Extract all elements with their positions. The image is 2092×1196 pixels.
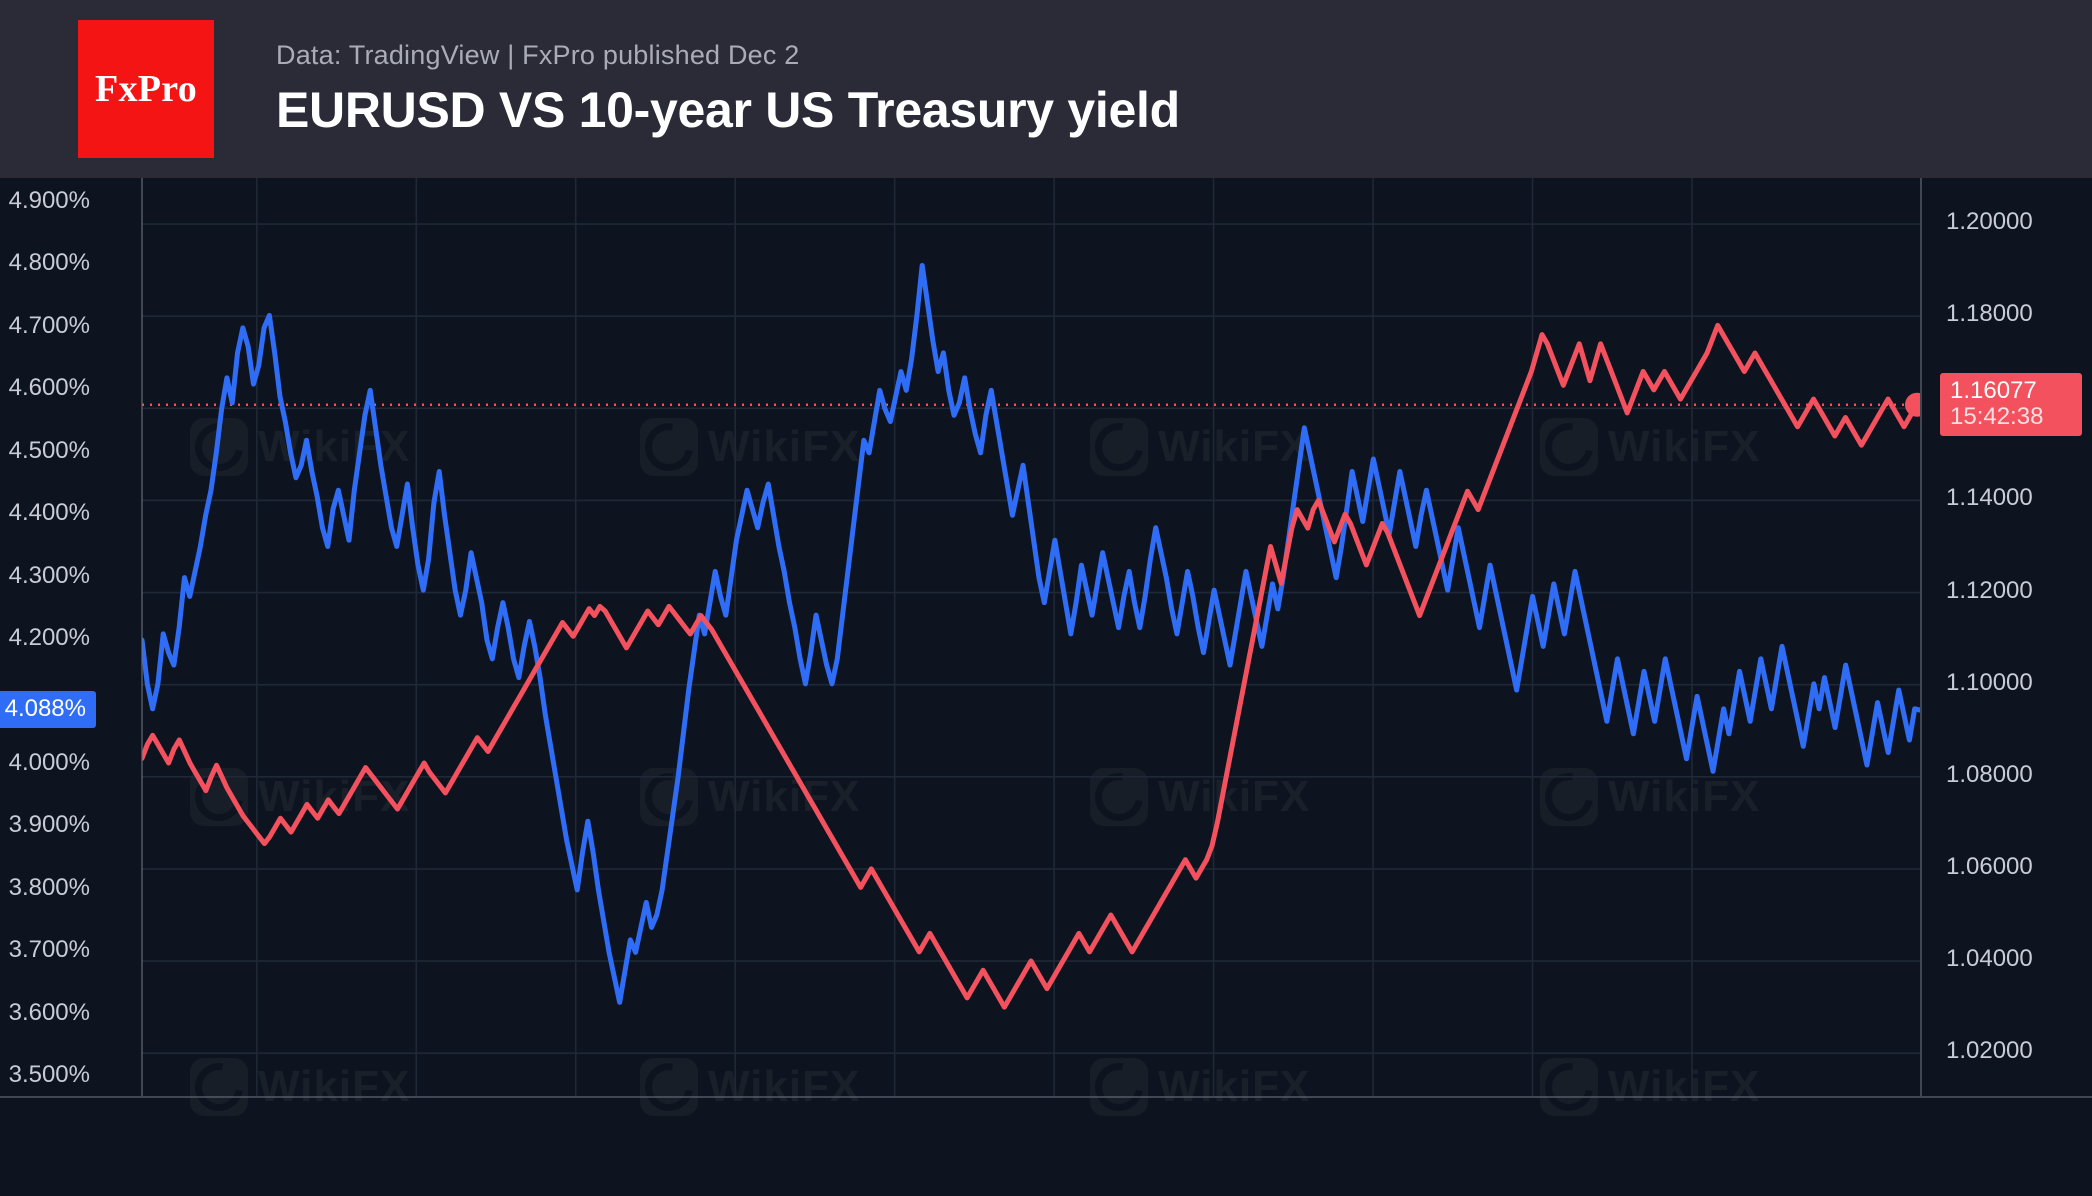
left-axis-tick-4.400%: 4.400% [8, 499, 90, 527]
fxpro-logo: FxPro [78, 20, 214, 158]
left-axis-tick-3.500%: 3.500% [8, 1061, 90, 1089]
right-axis-tick-1.06000: 1.06000 [1946, 852, 2033, 880]
eurusd-timestamp: 15:42:38 [1950, 402, 2044, 430]
left-axis-tick-4.300%: 4.300% [8, 561, 90, 589]
right-axis-tick-1.20000: 1.20000 [1946, 208, 2033, 236]
chart-svg [142, 178, 1920, 1096]
chart-plot-area[interactable] [142, 178, 1920, 1096]
left-axis-tick-4.200%: 4.200% [8, 624, 90, 652]
left-axis-tick-4.800%: 4.800% [8, 249, 90, 277]
right-axis-tick-1.04000: 1.04000 [1946, 945, 2033, 973]
left-axis-tick-3.600%: 3.600% [8, 998, 90, 1026]
series-line-treasury-yield [142, 262, 1920, 1005]
left-axis-tick-4.700%: 4.700% [8, 311, 90, 339]
eurusd-value-badge[interactable]: 1.16077 15:42:38 [1940, 372, 2082, 436]
page-title: EURUSD VS 10-year US Treasury yield [276, 81, 1180, 138]
header-text-block: Data: TradingView | FxPro published Dec … [276, 40, 1180, 139]
treasury-yield-value: 4.088% [4, 695, 86, 723]
eurusd-last-point-marker [1905, 392, 1920, 417]
left-axis-tick-3.700%: 3.700% [8, 936, 90, 964]
left-axis-tick-3.800%: 3.800% [8, 873, 90, 901]
left-axis-tick-4.600%: 4.600% [8, 374, 90, 402]
bottom-axis-divider [0, 1096, 2092, 1098]
left-axis-tick-3.900%: 3.900% [8, 811, 90, 839]
right-axis-tick-1.18000: 1.18000 [1946, 300, 2033, 328]
vertical-gridlines [256, 178, 1693, 1096]
left-axis-tick-4.000%: 4.000% [8, 749, 90, 777]
left-axis-divider [141, 178, 143, 1096]
right-axis-tick-1.02000: 1.02000 [1946, 1037, 2033, 1065]
left-axis-tick-4.900%: 4.900% [8, 186, 90, 214]
horizontal-gridlines [142, 223, 1920, 1054]
series-line-eurusd [142, 322, 1920, 1010]
right-axis-tick-1.10000: 1.10000 [1946, 668, 2033, 696]
right-axis-tick-1.12000: 1.12000 [1946, 576, 2033, 604]
treasury-yield-value-badge[interactable]: 4.088% [0, 691, 96, 728]
chart-container[interactable]: WikiFX WikiFX WikiFX WikiFX WikiFX WikiFX Wiki… [0, 178, 2092, 1196]
fxpro-logo-text: FxPro [94, 68, 198, 110]
right-axis-tick-1.14000: 1.14000 [1946, 484, 2033, 512]
page-header: FxPro Data: TradingView | FxPro publishe… [0, 0, 2092, 178]
eurusd-value: 1.16077 [1950, 376, 2037, 404]
chart-source-line: Data: TradingView | FxPro published Dec … [276, 39, 800, 70]
left-axis-tick-4.500%: 4.500% [8, 436, 90, 464]
right-axis-divider [1920, 178, 1922, 1096]
right-axis-tick-1.08000: 1.08000 [1946, 760, 2033, 788]
